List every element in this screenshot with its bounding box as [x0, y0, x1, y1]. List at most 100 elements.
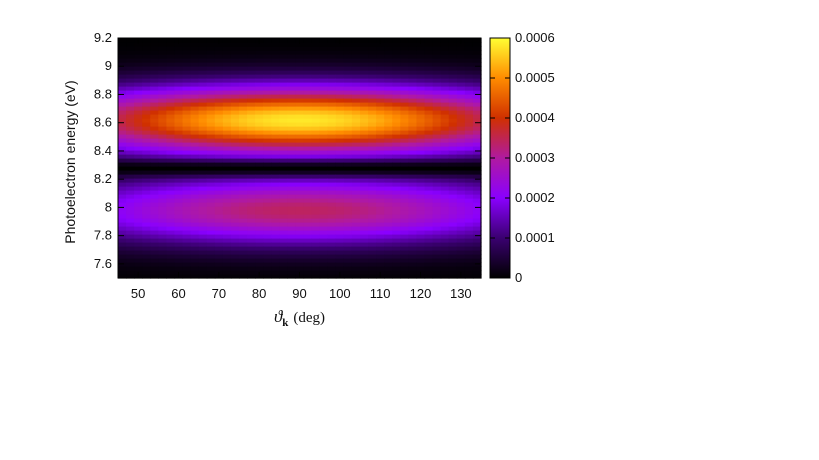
heatmap-cell	[303, 150, 313, 155]
heatmap-cell	[271, 234, 280, 239]
heatmap-cell	[440, 270, 450, 275]
heatmap-cell	[295, 254, 305, 259]
heatmap-cell	[384, 162, 393, 167]
heatmap-cell	[400, 90, 409, 95]
heatmap-cell	[432, 178, 442, 183]
heatmap-cell	[206, 162, 216, 167]
heatmap-cell	[230, 146, 240, 151]
heatmap-cell	[376, 146, 385, 151]
heatmap-cell	[174, 198, 184, 203]
heatmap-cell	[368, 150, 377, 155]
heatmap-cell	[247, 210, 256, 215]
heatmap-cell	[416, 174, 426, 179]
heatmap-cell	[448, 206, 458, 211]
heatmap-cell	[327, 178, 337, 183]
heatmap-cell	[190, 254, 200, 259]
heatmap-cell	[360, 186, 369, 191]
heatmap-cell	[408, 142, 418, 147]
heatmap-cell	[198, 106, 208, 111]
heatmap-cell	[464, 210, 474, 215]
heatmap-cell	[408, 258, 418, 263]
heatmap-cell	[319, 234, 329, 239]
heatmap-cell	[303, 102, 313, 107]
heatmap-cell	[279, 114, 288, 119]
heatmap-cell	[158, 62, 167, 67]
heatmap-cell	[368, 202, 377, 207]
heatmap-cell	[134, 186, 143, 191]
heatmap-cell	[134, 254, 143, 259]
heatmap-cell	[368, 50, 377, 55]
heatmap-cell	[182, 78, 192, 83]
heatmap-cell	[214, 50, 224, 55]
heatmap-cell	[368, 214, 377, 219]
heatmap-cell	[376, 194, 385, 199]
heatmap-cell	[335, 242, 345, 247]
heatmap-cell	[303, 218, 313, 223]
heatmap-cell	[408, 118, 418, 123]
heatmap-cell	[472, 202, 482, 207]
heatmap-cell	[287, 58, 297, 63]
heatmap-cell	[319, 230, 329, 235]
heatmap-cell	[222, 78, 232, 83]
heatmap-cell	[424, 54, 434, 59]
heatmap-cell	[287, 142, 297, 147]
heatmap-cell	[432, 210, 442, 215]
heatmap-cell	[182, 38, 192, 43]
heatmap-cell	[464, 70, 474, 75]
heatmap-cell	[424, 218, 434, 223]
heatmap-cell	[440, 198, 450, 203]
heatmap-cell	[368, 198, 377, 203]
heatmap-cell	[416, 102, 426, 107]
heatmap-cell	[174, 246, 184, 251]
heatmap-cell	[142, 198, 151, 203]
heatmap-cell	[408, 174, 418, 179]
heatmap-cell	[440, 202, 450, 207]
heatmap-cell	[126, 106, 135, 111]
heatmap-cell	[166, 182, 176, 187]
heatmap-cell	[255, 158, 264, 163]
heatmap-cell	[327, 190, 337, 195]
heatmap-cell	[222, 198, 232, 203]
heatmap-cell	[230, 122, 240, 127]
heatmap-cell	[271, 106, 280, 111]
heatmap-cell	[287, 166, 297, 171]
heatmap-cell	[360, 150, 369, 155]
heatmap-cell	[214, 142, 224, 147]
heatmap-cell	[182, 154, 192, 159]
heatmap-cell	[263, 238, 272, 243]
heatmap-cell	[368, 186, 377, 191]
heatmap-cell	[214, 146, 224, 151]
heatmap-cell	[279, 142, 288, 147]
heatmap-cell	[222, 174, 232, 179]
heatmap-cell	[150, 50, 159, 55]
heatmap-cell	[271, 134, 280, 139]
heatmap-cell	[142, 222, 151, 227]
heatmap-cell	[271, 206, 280, 211]
heatmap-cell	[214, 154, 224, 159]
heatmap-cell	[118, 90, 127, 95]
heatmap-cell	[263, 274, 272, 279]
heatmap-cell	[287, 222, 297, 227]
heatmap-cell	[263, 246, 272, 251]
heatmap-cell	[239, 110, 248, 115]
heatmap-cell	[134, 262, 143, 267]
heatmap-cell	[400, 102, 409, 107]
heatmap-cell	[255, 234, 264, 239]
heatmap-cell	[255, 74, 264, 79]
heatmap-cell	[400, 162, 409, 167]
heatmap-cell	[351, 126, 361, 131]
heatmap-cell	[182, 146, 192, 151]
heatmap-cell	[464, 62, 474, 67]
heatmap-cell	[303, 38, 313, 43]
heatmap-cell	[118, 230, 127, 235]
heatmap-cell	[392, 106, 401, 111]
heatmap-cell	[239, 78, 248, 83]
heatmap-cell	[343, 114, 353, 119]
heatmap-cell	[319, 246, 329, 251]
heatmap-cell	[368, 142, 377, 147]
heatmap-cell	[335, 46, 345, 51]
heatmap-cell	[408, 38, 418, 43]
heatmap-cell	[432, 150, 442, 155]
heatmap-cell	[142, 150, 151, 155]
heatmap-cell	[440, 234, 450, 239]
